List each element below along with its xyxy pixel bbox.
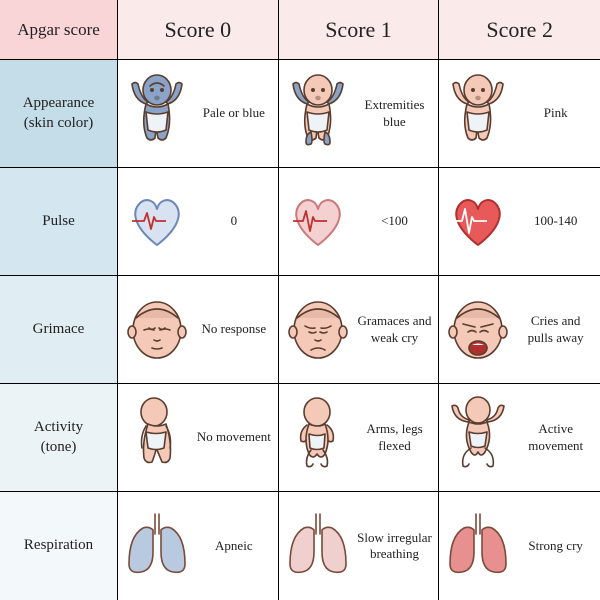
cell-appearance-1: Extremities blue xyxy=(279,60,440,168)
cell-appearance-2: Pink xyxy=(439,60,600,168)
cell-grimace-2: Cries and pulls away xyxy=(439,276,600,384)
desc: Extremities blue xyxy=(357,97,433,130)
cell-respiration-1: Slow irregular breathing xyxy=(279,492,440,600)
row-header-activity: Activity(tone) xyxy=(0,384,118,492)
table-title: Apgar score xyxy=(17,20,100,40)
desc: <100 xyxy=(357,213,433,229)
cell-pulse-1: <100 xyxy=(279,168,440,276)
row-header-appearance: Appearance(skin color) xyxy=(0,60,118,168)
cell-grimace-1: Gramaces and weak cry xyxy=(279,276,440,384)
desc: Strong cry xyxy=(517,538,594,554)
cell-respiration-0: Apneic xyxy=(118,492,279,600)
desc: Pink xyxy=(517,105,594,121)
cell-activity-2: Active movement xyxy=(439,384,600,492)
face-calm-icon xyxy=(122,284,192,376)
lungs-blue-icon xyxy=(122,500,192,592)
cell-activity-0: No movement xyxy=(118,384,279,492)
row-header-respiration: Respiration xyxy=(0,492,118,600)
baby-limp-icon xyxy=(122,392,192,484)
desc: Active movement xyxy=(517,421,594,454)
baby-flex-icon xyxy=(283,392,353,484)
lungs-red-icon xyxy=(443,500,513,592)
cell-pulse-0: 0 xyxy=(118,168,279,276)
baby-ext-icon xyxy=(283,68,353,160)
desc: No movement xyxy=(196,429,272,445)
baby-pink-icon xyxy=(443,68,513,160)
desc: 100-140 xyxy=(517,213,594,229)
desc: Slow irregular breathing xyxy=(357,530,433,563)
desc: Cries and pulls away xyxy=(517,313,594,346)
desc: Gramaces and weak cry xyxy=(357,313,433,346)
lungs-pink-icon xyxy=(283,500,353,592)
baby-active-icon xyxy=(443,392,513,484)
heart-pink-icon xyxy=(283,176,353,268)
desc: Arms, legs flexed xyxy=(357,421,433,454)
desc: No response xyxy=(196,321,272,337)
cell-grimace-0: No response xyxy=(118,276,279,384)
heart-red-icon xyxy=(443,176,513,268)
face-grim-icon xyxy=(283,284,353,376)
cell-appearance-0: Pale or blue xyxy=(118,60,279,168)
row-header-pulse: Pulse xyxy=(0,168,118,276)
baby-blue-icon xyxy=(122,68,192,160)
cell-activity-1: Arms, legs flexed xyxy=(279,384,440,492)
face-cry-icon xyxy=(443,284,513,376)
row-header-grimace: Grimace xyxy=(0,276,118,384)
corner-header: Apgar score xyxy=(0,0,118,60)
cell-respiration-2: Strong cry xyxy=(439,492,600,600)
col-header-1: Score 1 xyxy=(279,0,440,60)
col-header-2: Score 2 xyxy=(439,0,600,60)
apgar-table: Apgar score Score 0 Score 1 Score 2 Appe… xyxy=(0,0,600,600)
desc: Pale or blue xyxy=(196,105,272,121)
heart-blue-icon xyxy=(122,176,192,268)
cell-pulse-2: 100-140 xyxy=(439,168,600,276)
desc: 0 xyxy=(196,213,272,229)
col-header-0: Score 0 xyxy=(118,0,279,60)
desc: Apneic xyxy=(196,538,272,554)
